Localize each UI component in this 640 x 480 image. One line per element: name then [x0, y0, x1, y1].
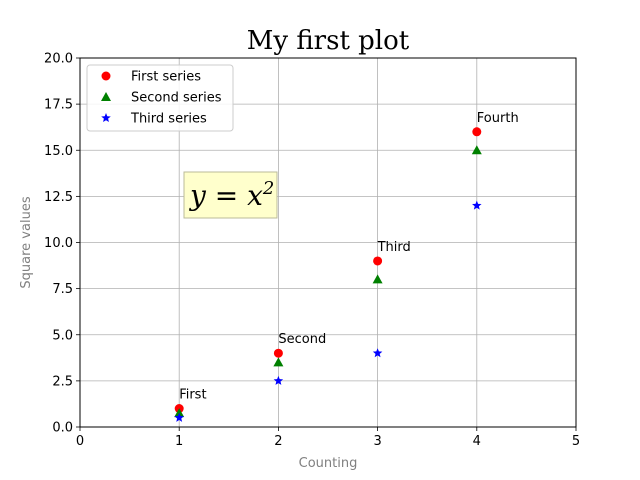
- formula-exponent: 2: [262, 178, 274, 199]
- y-tick-label: 15.0: [44, 144, 73, 159]
- plot-frame: [79, 57, 577, 428]
- y-tick-label: 5.0: [52, 328, 73, 343]
- y-tick-label: 20.0: [44, 52, 73, 67]
- series-2-point: [471, 145, 482, 155]
- x-tick-label: 5: [572, 434, 580, 449]
- axis-ticks: 0 1 2 3 4 5 0.0 2.5 5.0 7.5 10.0 12.5 15.0 17.5 20.0: [44, 52, 580, 450]
- series-1-point: [472, 127, 482, 137]
- series-3-point: [372, 348, 383, 358]
- legend-frame: [86, 64, 234, 132]
- x-tick-label: 0: [76, 434, 84, 449]
- formula-base: y = x: [188, 179, 263, 212]
- x-tick-label: 3: [373, 434, 381, 449]
- series-2-point: [174, 408, 185, 418]
- annotation-label: Third: [377, 240, 411, 255]
- formula-text: y = x2: [188, 178, 274, 212]
- x-axis-label: Counting: [299, 456, 358, 471]
- y-tick-label: 12.5: [44, 190, 73, 205]
- y-tick-label: 2.5: [52, 374, 73, 389]
- x-tick-label: 4: [473, 434, 481, 449]
- series-3-point: [174, 412, 184, 422]
- legend-label-3: Third series: [130, 112, 207, 127]
- point-annotations: First Second Third Fourth: [179, 111, 518, 403]
- legend-label-1: First series: [131, 70, 201, 85]
- x-tick-label: 2: [274, 434, 282, 449]
- legend-marker-3: [101, 113, 111, 123]
- annotation-label: Second: [278, 332, 326, 347]
- legend-label-2: Second series: [131, 91, 222, 106]
- series-2-point: [372, 274, 383, 284]
- series-3-point: [472, 200, 482, 210]
- formula-background: [183, 171, 278, 219]
- chart-title: My first plot: [247, 26, 410, 56]
- legend-marker-2: [101, 92, 111, 101]
- y-tick-label: 17.5: [44, 98, 73, 113]
- annotation-label: Fourth: [477, 111, 519, 126]
- annotation-label: First: [179, 388, 206, 403]
- series-2-point: [273, 357, 284, 367]
- y-tick-label: 0.0: [52, 421, 73, 436]
- y-tick-label: 7.5: [52, 282, 73, 297]
- y-axis-label: Square values: [19, 196, 34, 288]
- legend: First series Second series Third series: [86, 64, 234, 132]
- x-tick-label: 1: [175, 434, 183, 449]
- formula-box: y = x2: [183, 171, 278, 219]
- y-tick-label: 10.0: [44, 236, 73, 251]
- series-1-point: [373, 256, 383, 266]
- series-3-point: [273, 375, 284, 385]
- series-1-point: [273, 348, 283, 358]
- legend-marker-1: [101, 71, 111, 81]
- data-markers: [174, 127, 482, 422]
